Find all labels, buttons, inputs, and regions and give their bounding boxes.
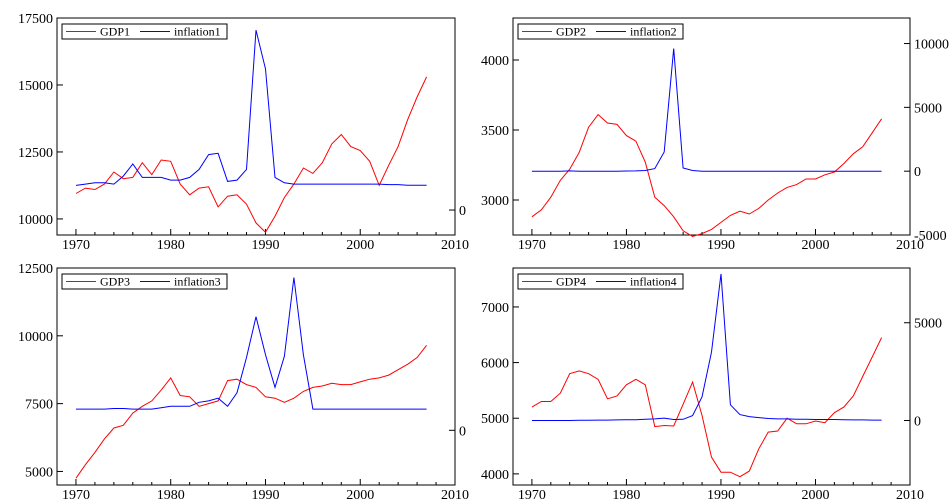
right-y-tick-label: 0 (914, 165, 921, 180)
legend-label-GDP3: GDP3 (100, 275, 130, 289)
series-line-GDP3 (75, 344, 427, 479)
left-y-tick-label: 6000 (481, 357, 509, 372)
x-tick-label: 2010 (441, 238, 469, 253)
x-tick-label: 1970 (518, 238, 546, 253)
x-tick-label: 2000 (801, 488, 829, 503)
left-y-tick-label: 7000 (481, 301, 509, 316)
left-y-tick-label: 3000 (481, 194, 509, 209)
plot-frame (512, 17, 911, 236)
left-y-tick-label: 10000 (18, 213, 53, 228)
legend-label-GDP1: GDP1 (100, 25, 130, 39)
left-y-tick-label: 5000 (25, 465, 53, 480)
chart-panel-2: 1970 1980 1990 2000 2010 3000 3500 4000 -5000 0 50… (481, 17, 949, 253)
left-y-tick-label: 5000 (481, 412, 509, 427)
x-tick-label: 1990 (707, 488, 735, 503)
chart-panel-1: 1970 1980 1990 2000 2010 10000 12500 15000 17500… (18, 12, 469, 253)
x-tick-label: 1990 (251, 488, 279, 503)
legend-label-inflation1: inflation1 (174, 25, 221, 39)
right-y-tick-label: 0 (459, 424, 466, 439)
right-y-tick-label: 0 (459, 204, 466, 219)
x-tick-label: 1980 (612, 488, 640, 503)
series-line-inflation1 (75, 29, 427, 186)
x-tick-label: 1990 (251, 238, 279, 253)
right-y-tick-label: 10000 (914, 38, 949, 53)
legend-label-inflation4: inflation4 (630, 275, 677, 289)
chart-panel-4: 1970 1980 1990 2000 2010 4000 5000 6000 7000 0 500… (481, 267, 942, 503)
plot-frame (512, 267, 911, 486)
series-line-GDP1 (75, 76, 428, 234)
x-tick-label: 1980 (157, 238, 185, 253)
left-y-tick-label: 4000 (481, 468, 509, 483)
right-y-tick-label: -5000 (914, 229, 947, 244)
legend-label-inflation2: inflation2 (630, 25, 677, 39)
left-y-tick-label: 3500 (481, 124, 509, 139)
left-y-tick-label: 17500 (18, 12, 53, 27)
plot-frame (56, 267, 456, 486)
x-tick-label: 1970 (518, 488, 546, 503)
series-line-GDP4 (531, 337, 883, 478)
x-tick-label: 1980 (612, 238, 640, 253)
x-tick-label: 2000 (346, 238, 374, 253)
plot-frame (56, 17, 456, 236)
series-line-inflation4 (531, 273, 882, 421)
series-line-inflation3 (76, 277, 427, 410)
left-y-tick-label: 10000 (18, 330, 53, 345)
series-line-inflation2 (531, 48, 882, 172)
x-tick-label: 1990 (707, 238, 735, 253)
x-tick-label: 2000 (346, 488, 374, 503)
legend-label-inflation3: inflation3 (174, 275, 221, 289)
left-y-tick-label: 12500 (18, 262, 53, 277)
legend-label-GDP4: GDP4 (556, 275, 586, 289)
x-tick-label: 1980 (157, 488, 185, 503)
x-tick-label: 2010 (896, 488, 924, 503)
left-y-tick-label: 4000 (481, 54, 509, 69)
legend-label-GDP2: GDP2 (556, 25, 586, 39)
chart-panel-3: 1970 1980 1990 2000 2010 5000 7500 10000 12500 0 G… (18, 262, 469, 503)
x-tick-label: 2010 (896, 238, 924, 253)
right-y-tick-label: 5000 (914, 317, 942, 332)
series-line-GDP2 (531, 113, 883, 237)
x-tick-label: 2010 (441, 488, 469, 503)
right-y-tick-label: 0 (914, 414, 921, 429)
left-y-tick-label: 12500 (18, 146, 53, 161)
right-y-tick-label: 5000 (914, 101, 942, 116)
x-tick-label: 1970 (62, 488, 90, 503)
x-tick-label: 2000 (801, 238, 829, 253)
x-tick-label: 1970 (62, 238, 90, 253)
left-y-tick-label: 15000 (18, 79, 53, 94)
left-y-tick-label: 7500 (25, 398, 53, 413)
